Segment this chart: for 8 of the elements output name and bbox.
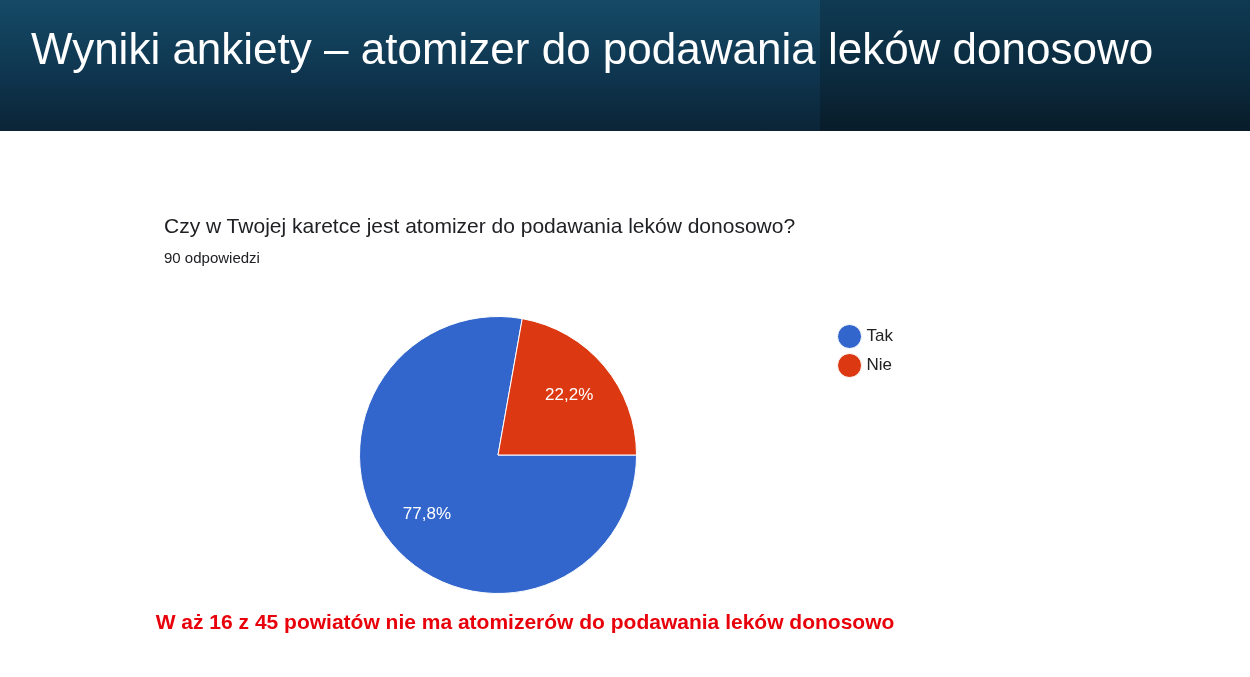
chart-title: Czy w Twojej karetce jest atomizer do podawania leków donosowo? xyxy=(164,213,796,239)
text: Wyniki ankiety – atomizer do podawania leków donosowo xyxy=(31,23,1154,75)
legend-label: Nie xyxy=(866,355,893,375)
text: 90 odpowiedzi xyxy=(164,248,260,268)
legend-label: Tak xyxy=(866,326,894,346)
text: W aż 16 z 45 powiatów nie ma atomizerów do podawania leków donosowo xyxy=(154,609,896,635)
data-label: 22,2% xyxy=(545,385,594,405)
data-label: 77,8% xyxy=(402,504,451,524)
